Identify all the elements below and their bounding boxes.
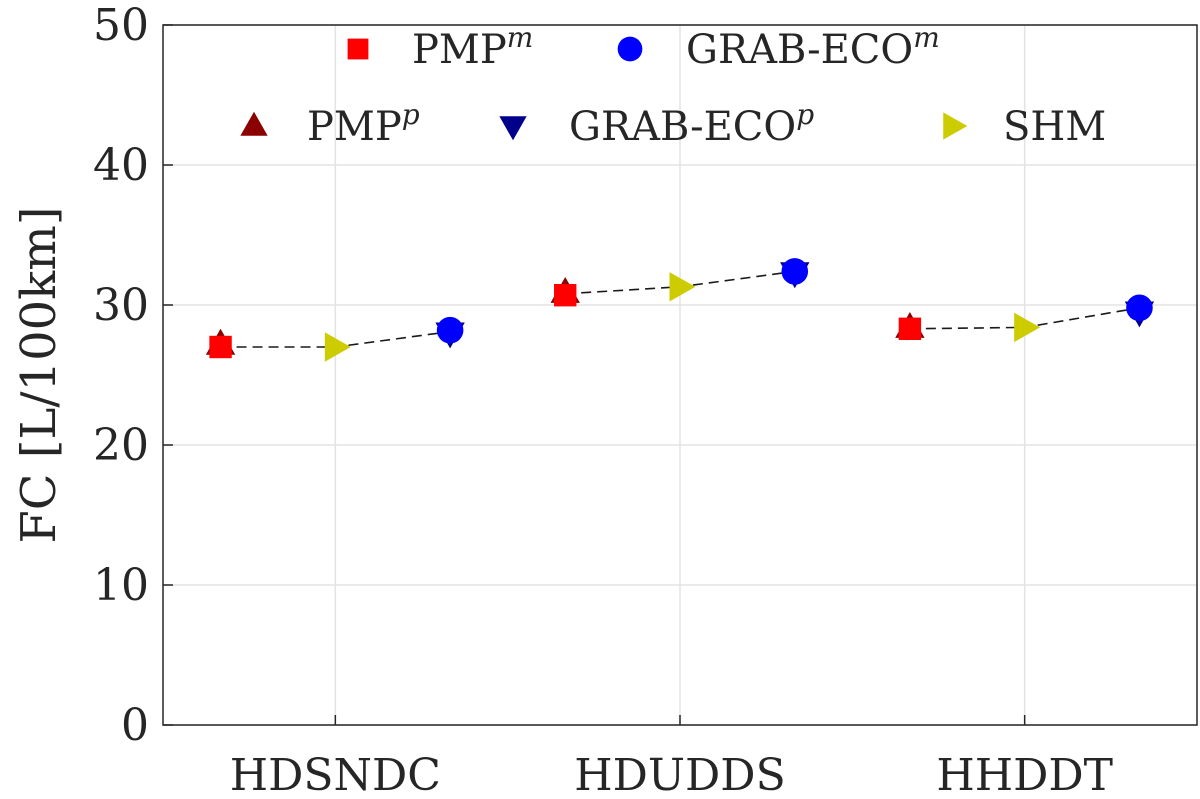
legend-label-superscript: p <box>796 98 814 131</box>
legend-label-name: SHM <box>1003 104 1106 150</box>
legend-label-superscript: m <box>507 21 534 54</box>
legend-marker <box>347 38 369 60</box>
legend-label-name: GRAB-ECO <box>686 27 913 73</box>
axes-layer: 0 10 20 30 40 50 HDSNDC HDUDDS HHDDT FC [L/100km] <box>11 0 1198 799</box>
y-tick-label: 20 <box>93 420 149 471</box>
legend-marker <box>240 111 268 136</box>
grab-eco-m-point <box>1126 294 1153 322</box>
legend-item: PMPm <box>347 21 533 73</box>
markers-layer <box>205 258 1155 362</box>
pmp-m-point <box>898 317 922 340</box>
y-tick-label: 50 <box>93 0 149 51</box>
legend-item: GRAB-ECOm <box>617 21 940 73</box>
axes-box <box>162 24 1198 726</box>
y-tick-label: 40 <box>93 140 149 191</box>
y-tick-label: 30 <box>93 280 149 331</box>
grid-layer <box>163 24 1197 726</box>
pmp-m-point <box>554 284 577 307</box>
legend-label-superscript: m <box>913 21 940 54</box>
legend-label: GRAB-ECOm <box>686 21 940 73</box>
shm-point <box>324 332 351 362</box>
x-tick-label: HDUDDS <box>574 750 785 794</box>
legend-marker <box>617 36 643 62</box>
legend-label: PMPm <box>412 21 533 73</box>
legend-marker <box>499 116 527 141</box>
x-tick-label: HHDDT <box>936 750 1113 794</box>
legend-label-name: PMP <box>307 104 402 150</box>
grab-eco-m-point <box>436 316 464 344</box>
legend-label-name: PMP <box>412 27 507 73</box>
y-axis-label: FC [L/100km] <box>11 206 67 543</box>
shm-point <box>1014 312 1041 343</box>
pmp-m-point <box>209 335 232 359</box>
grab-eco-m-point <box>781 258 809 285</box>
legend-item: PMPp <box>240 98 420 150</box>
legend-item: SHM <box>943 104 1106 150</box>
x-tick-label: HDSNDC <box>230 750 441 794</box>
legend-marker <box>943 112 968 140</box>
legend-label-name: GRAB-ECO <box>569 104 796 150</box>
legend-item: GRAB-ECOp <box>499 98 814 150</box>
legend-label: PMPp <box>307 98 420 150</box>
shm-point <box>669 272 696 302</box>
legend-label: GRAB-ECOp <box>569 98 814 150</box>
y-tick-label: 0 <box>121 700 149 751</box>
legend-label-superscript: p <box>402 98 420 131</box>
legend-label: SHM <box>1003 104 1106 150</box>
y-tick-label: 10 <box>93 560 149 611</box>
